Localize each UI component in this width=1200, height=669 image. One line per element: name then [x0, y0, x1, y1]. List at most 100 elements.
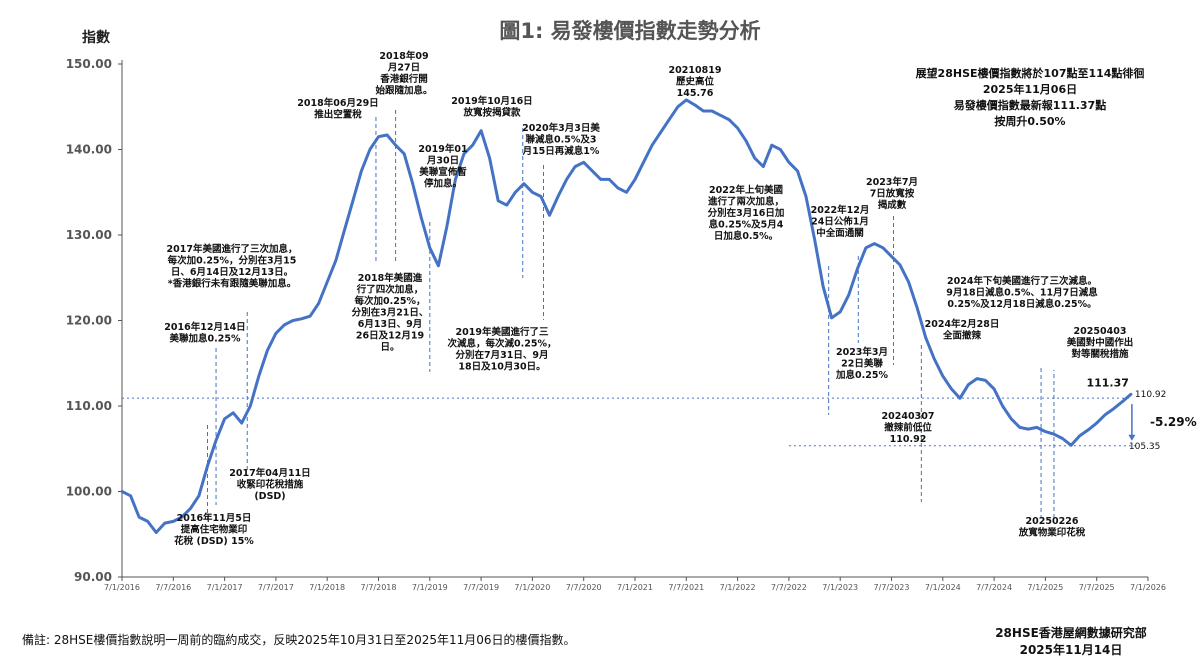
annotation-label: 2024年下旬美國進行了三次減息。 9月18日減息0.5%、11月7日減息 0.25…	[946, 275, 1098, 310]
annotation-line: 日、6月14日及12月13日。	[171, 267, 293, 278]
annotation-line: 歷史高位	[676, 76, 715, 88]
x-tick-label: 7/1/2022	[720, 583, 756, 592]
annotation-line: 26日及12月19	[356, 331, 424, 342]
chart-title: 圖1: 易發樓價指數走勢分析	[499, 19, 760, 43]
annotation-line: 20250403	[1074, 326, 1127, 337]
outlook-box: 展望28HSE樓價指數將於107點至114點徘徊 2025年11月06日易發樓價指…	[915, 66, 1145, 128]
annotation-line: 2019年10月16日	[451, 95, 532, 107]
annotation-line: 美聯宣佈暫	[418, 166, 467, 178]
end-labels: 111.37 110.92 105.35 -5.29%	[1086, 376, 1196, 451]
annotation-line: 2018年09	[379, 50, 428, 62]
annotation-line: 每次加0.25%，	[355, 295, 426, 307]
annotation-label: 2017年04月11日收緊印花稅措施(DSD)	[229, 467, 310, 502]
annotation-line: 分別在3月16日加	[708, 207, 785, 219]
annotation-line: 收緊印花稅措施	[237, 479, 304, 491]
annotation-line: 揭成數	[878, 199, 907, 211]
annotation-line: 20240307	[882, 411, 935, 422]
x-tick-label: 7/1/2024	[925, 583, 961, 592]
annotation-line: 2024年2月28日	[925, 318, 1000, 330]
annotation-label: 2016年12月14日美聯加息0.25%	[164, 321, 245, 345]
annotation-line: 月27日	[387, 63, 420, 74]
annotation-line: 息0.25%及5月4	[709, 219, 784, 231]
annotation-line: 分別在7月31日、9月	[456, 349, 549, 361]
x-tick-label: 7/7/2024	[976, 583, 1012, 592]
event-markers	[207, 110, 1055, 520]
reference-lines	[122, 397, 1140, 447]
annotation-line: 美國對中國作出	[1066, 337, 1134, 349]
annotation-line: 月30日	[426, 156, 459, 167]
annotation-line: 2022年12月	[811, 204, 870, 216]
annotation-line: 2024年下旬美國進行了三次減息。	[947, 275, 1097, 287]
x-tick-label: 7/1/2025	[1027, 583, 1063, 592]
annotation-line: 2017年04月11日	[229, 467, 310, 479]
annotation-line: 日。	[380, 342, 399, 353]
x-tick-label: 7/1/2016	[104, 583, 140, 592]
x-tick-label: 7/7/2023	[874, 583, 910, 592]
annotation-label: 2024年2月28日全面撤辣	[925, 318, 1000, 342]
annotations: 2016年11月5日提高住宅物業印花稅 (DSD) 15% 2016年12月14日…	[164, 50, 1133, 547]
annotation-line: 2016年12月14日	[164, 321, 245, 333]
y-tick-label: 120.00	[66, 314, 112, 328]
x-tick-label: 7/1/2021	[617, 583, 653, 592]
annotation-line: 香港銀行開	[379, 73, 428, 85]
annotation-line: 放寬按揭貸款	[462, 107, 521, 119]
y-tick-label: 90.00	[74, 570, 112, 584]
annotation-line: 2023年7月	[866, 176, 918, 188]
annotation-line: 撤辣前低位	[884, 422, 932, 434]
annotation-line: 月15日再減息1%	[522, 145, 600, 157]
y-tick-label: 140.00	[66, 143, 112, 157]
annotation-label: 2019年10月16日放寬按揭貸款	[451, 95, 532, 119]
annotation-line: 中全面通關	[816, 227, 864, 239]
annotation-line: 2023年3月	[836, 346, 888, 358]
x-tick-label: 7/7/2021	[668, 583, 704, 592]
annotation-line: 2020年3月3日美	[522, 122, 600, 134]
series-line	[120, 98, 1133, 534]
annotation-label: 2019年01 月30日美聯宣佈暫停加息。	[418, 143, 467, 190]
y-axis-label: 指數	[82, 29, 110, 46]
annotation-label: 2023年7月 7日放寬按揭成數	[866, 176, 918, 211]
annotation-line: 145.76	[677, 88, 714, 99]
reference-value-label: 110.92	[1135, 390, 1167, 400]
x-tick-label: 7/1/2020	[514, 583, 550, 592]
x-axis: 7/1/2016 7/7/2016 7/1/2017 7/7/2017 7/1/2018…	[104, 576, 1166, 592]
y-tick-label: 110.00	[66, 399, 112, 413]
annotation-line: 2022年上旬美國	[709, 184, 783, 196]
outlook-line: 按周升0.50%	[994, 114, 1065, 128]
annotation-line: 聯減息0.5%及3	[526, 134, 597, 146]
annotation-line: 20250226	[1026, 516, 1079, 527]
annotation-line: 美聯加息0.25%	[169, 333, 241, 345]
annotation-label: 2018年06月29日推出空置稅	[297, 97, 378, 121]
annotation-label: 20250226 放寬物業印花稅	[1018, 516, 1086, 539]
annotation-line: 每次加0.25%，分別在3月15	[168, 255, 297, 267]
change-label: -5.29%	[1150, 415, 1197, 429]
x-tick-label: 7/7/2018	[361, 583, 397, 592]
annotation-line: 0.25%及12月18日減息0.25%。	[947, 298, 1096, 310]
x-tick-label: 7/7/2016	[155, 583, 191, 592]
annotation-label: 2019年美國進行了三次減息，每次減0.25%，分別在7月31日、9月 18日及1…	[448, 326, 557, 373]
outlook-line: 展望28HSE樓價指數將於107點至114點徘徊	[915, 66, 1145, 80]
annotation-line: 2019年美國進行了三	[456, 326, 549, 338]
annotation-label: 2023年3月 22日美聯加息0.25%	[835, 346, 888, 381]
y-axis: 90.00 100.00 110.00 120.00 130.00 140.00 150.0…	[66, 57, 123, 584]
annotation-label: 2018年09 月27日香港銀行開始跟隨加息。	[375, 50, 432, 97]
footer-note: 備註: 28HSE樓價指數說明一周前的臨約成交，反映2025年10月31日至20…	[22, 632, 576, 647]
annotation-label: 20210819 歷史高位 145.76	[669, 65, 722, 99]
x-tick-label: 7/7/2017	[258, 583, 294, 592]
annotation-line: 18日及10月30日。	[458, 362, 545, 373]
annotation-line: 2019年01	[418, 143, 467, 155]
annotation-line: *香港銀行未有跟隨美聯加息。	[168, 278, 296, 290]
annotation-line: 放寬物業印花稅	[1018, 527, 1086, 539]
annotation-line: 停加息。	[424, 178, 462, 190]
annotation-line: 9月18日減息0.5%、11月7日減息	[946, 287, 1098, 299]
annotation-line: 24日公佈1月	[811, 216, 869, 228]
annotation-line: 日加息0.5%。	[714, 230, 778, 242]
annotation-line: 2016年11月5日	[177, 512, 252, 524]
outlook-line: 2025年11月06日	[983, 82, 1077, 96]
annotation-line: 加息0.25%	[835, 369, 888, 381]
reference-value-label: 105.35	[1129, 442, 1161, 452]
last-value-label: 111.37	[1086, 376, 1128, 389]
footer-date: 2025年11月14日	[1020, 642, 1123, 657]
annotation-line: 對等關稅措施	[1071, 348, 1129, 360]
annotation-line: 7日放寬按	[870, 188, 915, 200]
